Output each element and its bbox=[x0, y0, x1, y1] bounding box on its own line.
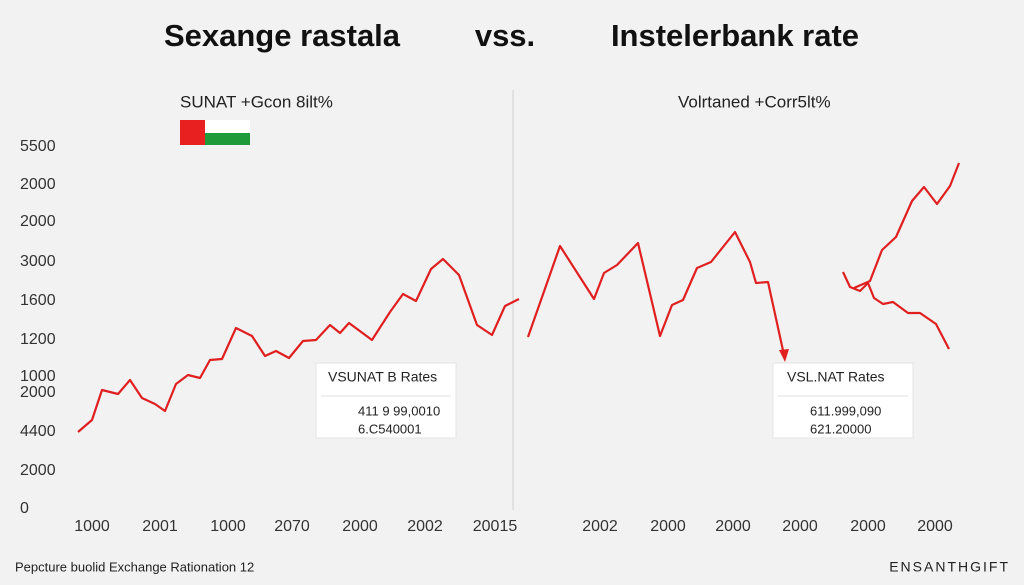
y-axis-label: 4400 bbox=[20, 423, 56, 440]
x-axis-label: 2001 bbox=[142, 518, 178, 535]
x-axis-label: 2000 bbox=[917, 518, 953, 535]
legend-right: Volrtaned +Corr5lt% bbox=[678, 92, 831, 111]
callout-title: VSUNAT B Rates bbox=[328, 369, 437, 385]
y-axis-label: 5500 bbox=[20, 138, 56, 155]
x-axis-label: 2000 bbox=[850, 518, 886, 535]
arrow-head bbox=[779, 349, 789, 362]
callout-title: VSL.NAT Rates bbox=[787, 369, 885, 385]
x-axis-label: 2000 bbox=[715, 518, 751, 535]
x-axis-label: 2002 bbox=[582, 518, 618, 535]
line-right-up bbox=[853, 162, 961, 290]
y-axis-label: 0 bbox=[20, 500, 29, 517]
y-axis-label: 2000 bbox=[20, 462, 56, 479]
legend-left: SUNAT +Gcon 8ilt% bbox=[180, 92, 333, 111]
footer-left: Pepcture buolid Exchange Rationation 12 bbox=[15, 559, 254, 574]
callout-line: 611.999,090 bbox=[810, 403, 881, 418]
footer-right: ENSANTHGIFT bbox=[889, 559, 1010, 575]
x-axis-label: 20015 bbox=[473, 518, 518, 535]
y-axis-label: 1600 bbox=[20, 292, 56, 309]
line-middle bbox=[526, 230, 786, 356]
x-axis-label: 2000 bbox=[650, 518, 686, 535]
x-axis-label: 2000 bbox=[782, 518, 818, 535]
title-left: Sexange rastala bbox=[164, 18, 401, 53]
x-axis-label: 1000 bbox=[74, 518, 110, 535]
callout-line: 621.20000 bbox=[810, 421, 871, 436]
title-right: Instelerbank rate bbox=[611, 18, 859, 53]
callout-box bbox=[772, 362, 914, 439]
callout-line: 411 9 99,0010 bbox=[358, 403, 440, 418]
flag bbox=[180, 120, 250, 145]
y-axis-label: 2000 bbox=[20, 213, 56, 230]
line-right-down bbox=[842, 271, 950, 350]
title-vs: vss. bbox=[475, 18, 535, 53]
x-axis-label: 2002 bbox=[407, 518, 443, 535]
line-left bbox=[77, 257, 520, 433]
x-axis-label: 2000 bbox=[342, 518, 378, 535]
y-axis-label: 1000 bbox=[20, 368, 56, 385]
x-axis-label: 2070 bbox=[274, 518, 310, 535]
y-axis-label: 2000 bbox=[20, 384, 56, 401]
callout-box bbox=[315, 362, 457, 439]
x-axis-label: 1000 bbox=[210, 518, 246, 535]
y-axis-label: 2000 bbox=[20, 176, 56, 193]
y-axis-label: 1200 bbox=[20, 331, 56, 348]
callout-line: 6.C540001 bbox=[358, 421, 422, 436]
y-axis-label: 3000 bbox=[20, 253, 56, 270]
